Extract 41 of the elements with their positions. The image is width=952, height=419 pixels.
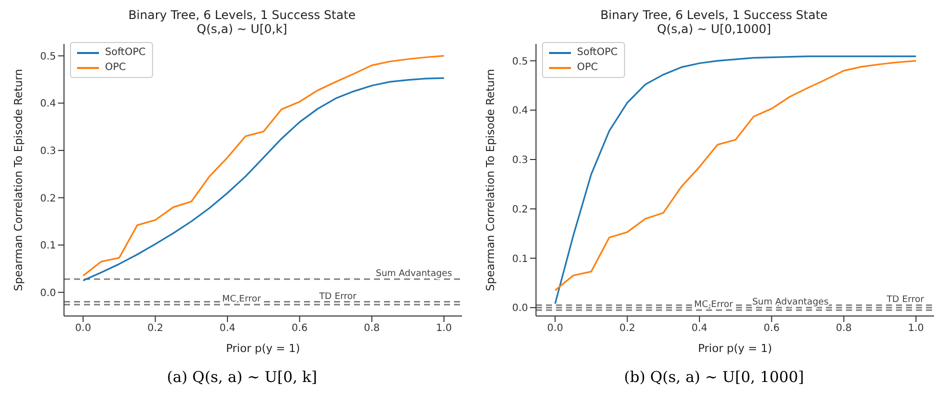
legend-label: SoftOPC	[105, 46, 146, 60]
x-tick-label: 0.8	[836, 323, 852, 334]
y-tick-label: 0.0	[40, 288, 56, 299]
ref-line-label: Sum Advantages	[376, 269, 452, 280]
y-tick-label: 0.3	[40, 146, 56, 157]
y-tick-label: 0.2	[40, 193, 56, 204]
y-tick-label: 0.2	[512, 204, 528, 216]
ref-line-label: TD Error	[318, 292, 357, 302]
x-tick-label: 0.2	[619, 323, 636, 334]
chart-subtitle: Q(s,a) ~ U[0,1000]	[656, 22, 772, 36]
y-axis-title: Spearman Correlation To Episode Return	[484, 68, 497, 292]
x-tick-label: 0.4	[692, 323, 708, 334]
y-tick-label: 0.3	[512, 155, 528, 166]
y-tick-label: 0.0	[512, 303, 528, 314]
chart-title: Binary Tree, 6 Levels, 1 Success State	[599, 8, 829, 22]
x-tick-label: 1.0	[436, 323, 452, 334]
x-tick-label: 0.8	[364, 323, 380, 334]
x-tick-label: 1.0	[908, 323, 924, 334]
y-tick-label: 0.5	[512, 56, 528, 68]
legend-label: OPC	[577, 61, 598, 75]
y-tick-label: 0.5	[40, 51, 56, 62]
x-tick-label: 0.6	[292, 323, 308, 334]
x-axis-title: Prior p(y = 1)	[226, 342, 300, 355]
chart-title: Binary Tree, 6 Levels, 1 Success State	[127, 8, 357, 22]
x-tick-label: 0.0	[547, 323, 564, 334]
y-axis-title: Spearman Correlation To Episode Return	[12, 68, 25, 292]
y-tick-label: 0.4	[40, 98, 56, 110]
x-tick-label: 0.2	[147, 323, 164, 334]
y-tick-label: 0.1	[512, 254, 528, 265]
text: (a) Q(s, a) ∼ U[0, k]	[166, 368, 318, 386]
y-tick-label: 0.1	[40, 240, 56, 252]
x-tick-label: 0.6	[764, 323, 780, 334]
text: (b) Q(s, a) ∼ U[0, 1000]	[623, 368, 805, 386]
y-tick-label: 0.4	[512, 106, 528, 117]
legend-label: OPC	[105, 61, 126, 75]
x-tick-label: 0.0	[75, 323, 92, 334]
legend-label: SoftOPC	[577, 46, 618, 60]
ref-line-label: TD Error	[886, 295, 924, 306]
chart-subtitle: Q(s,a) ~ U[0,k]	[196, 22, 288, 36]
x-axis-title: Prior p(y = 1)	[698, 342, 772, 355]
x-tick-label: 0.4	[220, 323, 236, 334]
